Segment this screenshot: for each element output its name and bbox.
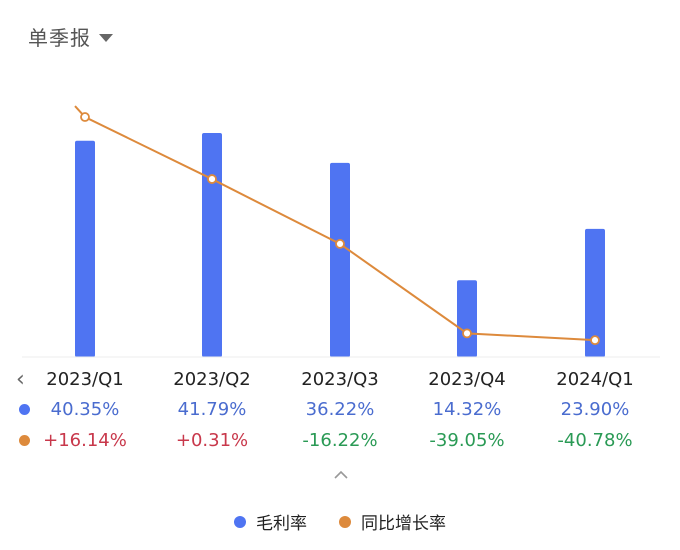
category-label-3: 2023/Q4 [428,369,506,390]
legend-dot [339,515,351,528]
legend-dot [234,515,246,528]
yoy-value-4: -40.78% [557,430,633,451]
category-row: 2023/Q1 2023/Q2 2023/Q3 2023/Q4 2024/Q1 [0,366,680,394]
legend-label: 毛利率 [256,514,307,534]
gross-margin-value-1: 41.79% [177,399,247,420]
chevron-left-icon[interactable]: ‹ [16,367,25,392]
yoy-value-2: -16.22% [302,430,378,451]
bar-0[interactable] [75,140,95,357]
period-selector[interactable]: 单季报 [28,22,113,51]
series-marker-yoy [19,435,30,446]
gross-margin-value-4: 23.90% [560,399,630,420]
category-label-2: 2023/Q3 [301,369,379,390]
chevron-up-icon[interactable] [331,466,351,480]
yoy-value-0: +16.14% [43,430,127,451]
bar-2[interactable] [330,162,350,357]
legend-item-yoy[interactable]: 同比增长率 [339,509,446,534]
legend-item-gross-margin[interactable]: 毛利率 [234,509,307,534]
yoy-point-3[interactable] [462,328,472,339]
gross-margin-value-0: 40.35% [50,399,120,420]
yoy-value-1: +0.31% [175,430,249,451]
category-label-4: 2024/Q1 [556,369,634,390]
yoy-value-3: -39.05% [429,430,505,451]
yoy-point-2[interactable] [335,238,345,249]
legend: 毛利率 同比增长率 [0,509,680,534]
yoy-point-4[interactable] [590,335,600,346]
yoy-point-0[interactable] [80,112,90,122]
category-label-1: 2023/Q2 [173,369,251,390]
bar-4[interactable] [585,228,605,357]
series-marker-gross-margin [19,404,30,415]
caret-down-icon [99,34,113,42]
legend-label: 同比增长率 [361,514,446,534]
yoy-growth-row: +16.14% +0.31% -16.22% -39.05% -40.78% [0,427,680,455]
bar-3[interactable] [457,280,477,357]
category-label-0: 2023/Q1 [46,369,124,390]
gross-margin-value-3: 14.32% [432,399,502,420]
gross-margin-value-2: 36.22% [305,399,375,420]
period-selector-label: 单季报 [28,26,91,50]
bar-1[interactable] [202,133,222,357]
yoy-point-1[interactable] [207,174,217,184]
gross-margin-row: 40.35% 41.79% 36.22% 14.32% 23.90% [0,396,680,424]
combo-chart [22,105,660,358]
